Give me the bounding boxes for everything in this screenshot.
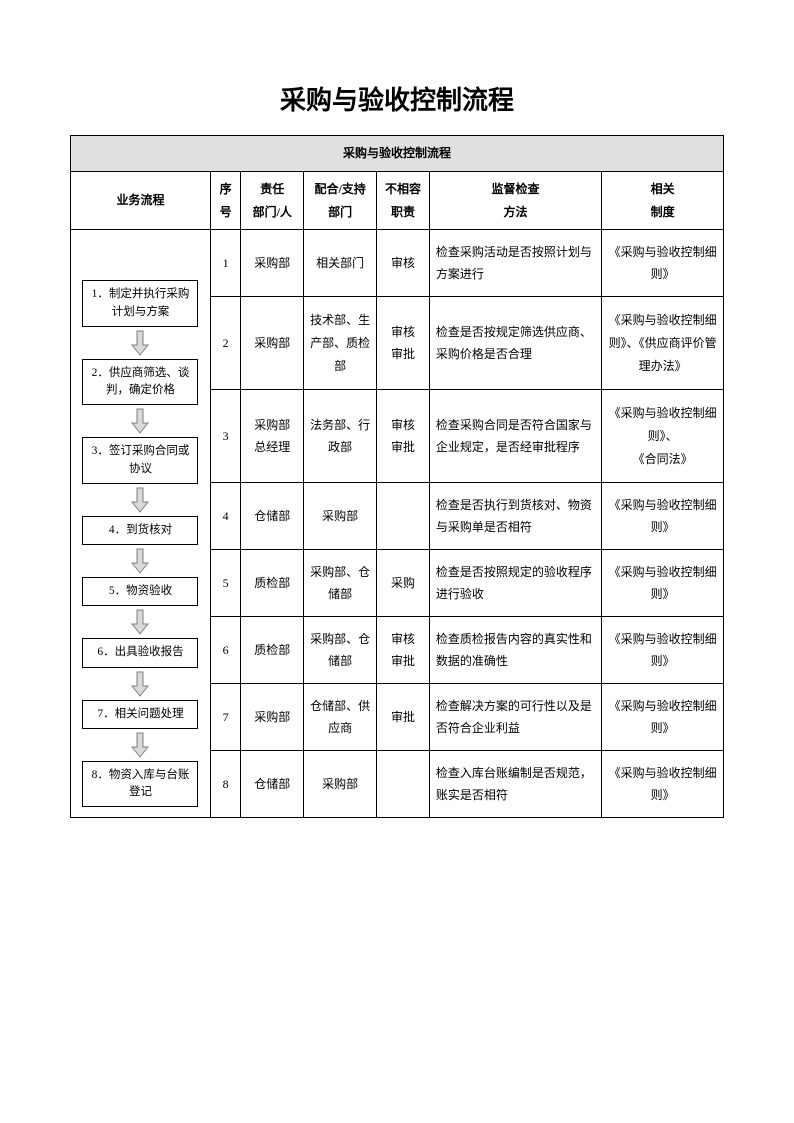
arrow-down-icon (77, 732, 204, 758)
cell-rule: 《采购与验收控制细则》 (602, 483, 724, 550)
cell-supp: 法务部、行政部 (304, 390, 377, 483)
cell-seq: 8 (210, 751, 240, 818)
cell-supp: 仓储部、供应商 (304, 684, 377, 751)
cell-incomp: 审核审批 (377, 617, 430, 684)
table-row: 1．制定并执行采购计划与方案 2．供应商筛选、谈判，确定价格 3．签订采购合同或… (71, 230, 724, 297)
cell-rule: 《采购与验收控制细则》 (602, 617, 724, 684)
cell-rule: 《采购与验收控制细则》、《合同法》 (602, 390, 724, 483)
flow-step: 2．供应商筛选、谈判，确定价格 (82, 359, 198, 406)
cell-resp: 采购部 (241, 297, 304, 390)
cell-supp: 相关部门 (304, 230, 377, 297)
hdr-check: 监督检查方法 (429, 171, 601, 230)
hdr-incomp: 不相容职责 (377, 171, 430, 230)
cell-resp: 质检部 (241, 617, 304, 684)
cell-check: 检查质检报告内容的真实性和数据的准确性 (429, 617, 601, 684)
header-row: 业务流程 序号 责任部门/人 配合/支持部门 不相容职责 监督检查方法 相关制度 (71, 171, 724, 230)
banner-cell: 采购与验收控制流程 (71, 136, 724, 172)
hdr-rule: 相关制度 (602, 171, 724, 230)
cell-incomp: 审核审批 (377, 390, 430, 483)
flow-step: 6．出具验收报告 (82, 638, 198, 667)
cell-check: 检查入库台账编制是否规范，账实是否相符 (429, 751, 601, 818)
cell-check: 检查解决方案的可行性以及是否符合企业利益 (429, 684, 601, 751)
cell-rule: 《采购与验收控制细则》 (602, 550, 724, 617)
cell-supp: 采购部、仓储部 (304, 617, 377, 684)
cell-resp: 采购部 (241, 230, 304, 297)
cell-supp: 采购部、仓储部 (304, 550, 377, 617)
cell-incomp: 采购 (377, 550, 430, 617)
cell-resp: 仓储部 (241, 483, 304, 550)
arrow-down-icon (77, 330, 204, 356)
cell-resp: 仓储部 (241, 751, 304, 818)
cell-resp: 采购部 (241, 684, 304, 751)
banner-row: 采购与验收控制流程 (71, 136, 724, 172)
flow-step: 1．制定并执行采购计划与方案 (82, 280, 198, 327)
hdr-resp: 责任部门/人 (241, 171, 304, 230)
hdr-supp: 配合/支持部门 (304, 171, 377, 230)
cell-check: 检查是否按规定筛选供应商、采购价格是否合理 (429, 297, 601, 390)
hdr-flow: 业务流程 (71, 171, 211, 230)
cell-check: 检查采购合同是否符合国家与企业规定，是否经审批程序 (429, 390, 601, 483)
flow-step: 3．签订采购合同或协议 (82, 437, 198, 484)
cell-resp: 质检部 (241, 550, 304, 617)
cell-resp: 采购部总经理 (241, 390, 304, 483)
cell-rule: 《采购与验收控制细则》 (602, 751, 724, 818)
cell-rule: 《采购与验收控制细则》、《供应商评价管理办法》 (602, 297, 724, 390)
cell-supp: 采购部 (304, 483, 377, 550)
cell-incomp (377, 483, 430, 550)
cell-incomp: 审核审批 (377, 297, 430, 390)
arrow-down-icon (77, 671, 204, 697)
cell-incomp: 审批 (377, 684, 430, 751)
flow-step: 4．到货核对 (82, 516, 198, 545)
flow-step: 8．物资入库与台账登记 (82, 761, 198, 808)
cell-rule: 《采购与验收控制细则》 (602, 684, 724, 751)
flow-step: 5．物资验收 (82, 577, 198, 606)
cell-seq: 5 (210, 550, 240, 617)
arrow-down-icon (77, 548, 204, 574)
cell-seq: 7 (210, 684, 240, 751)
page-title: 采购与验收控制流程 (70, 80, 724, 117)
cell-incomp (377, 751, 430, 818)
cell-check: 检查是否按照规定的验收程序进行验收 (429, 550, 601, 617)
arrow-down-icon (77, 408, 204, 434)
cell-incomp: 审核 (377, 230, 430, 297)
cell-check: 检查是否执行到货核对、物资与采购单是否相符 (429, 483, 601, 550)
cell-seq: 4 (210, 483, 240, 550)
arrow-down-icon (77, 609, 204, 635)
hdr-seq: 序号 (210, 171, 240, 230)
cell-check: 检查采购活动是否按照计划与方案进行 (429, 230, 601, 297)
arrow-down-icon (77, 487, 204, 513)
flow-step: 7．相关问题处理 (82, 700, 198, 729)
cell-seq: 3 (210, 390, 240, 483)
process-table: 采购与验收控制流程 业务流程 序号 责任部门/人 配合/支持部门 不相容职责 监… (70, 135, 724, 818)
cell-seq: 2 (210, 297, 240, 390)
cell-seq: 6 (210, 617, 240, 684)
flow-diagram: 1．制定并执行采购计划与方案 2．供应商筛选、谈判，确定价格 3．签订采购合同或… (71, 230, 210, 817)
cell-supp: 采购部 (304, 751, 377, 818)
cell-rule: 《采购与验收控制细则》 (602, 230, 724, 297)
cell-supp: 技术部、生产部、质检部 (304, 297, 377, 390)
cell-seq: 1 (210, 230, 240, 297)
flow-column: 1．制定并执行采购计划与方案 2．供应商筛选、谈判，确定价格 3．签订采购合同或… (71, 230, 211, 818)
